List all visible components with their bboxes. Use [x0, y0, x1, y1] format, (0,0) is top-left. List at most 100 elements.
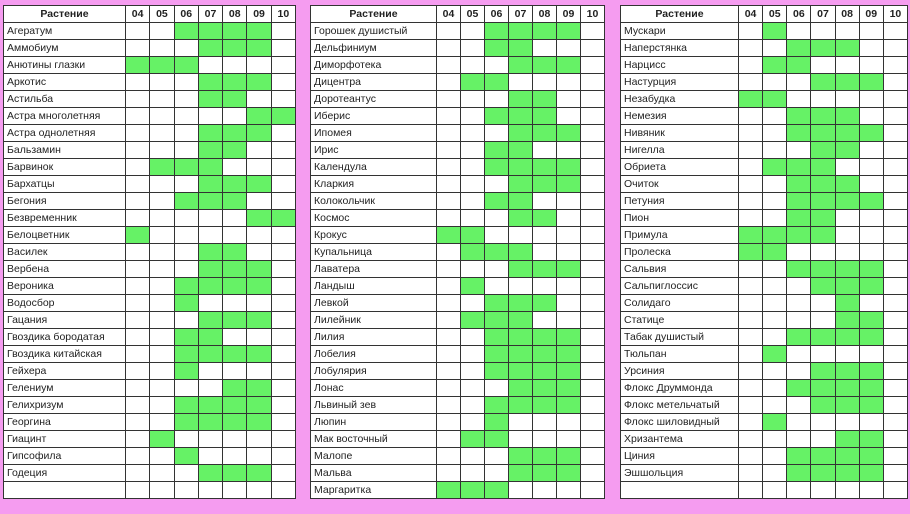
plant-name: Колокольчик	[310, 192, 437, 210]
table-row: Тюльпан	[620, 345, 909, 363]
bloom-cell-empty	[580, 107, 605, 125]
table-row: Астра однолетняя	[3, 124, 297, 142]
plant-name: Диморфотека	[310, 56, 437, 74]
bloom-cell-filled	[197, 73, 224, 91]
bloom-cell-empty	[460, 90, 485, 108]
bloom-cell-empty	[173, 39, 199, 57]
bloom-cell-filled	[834, 107, 860, 125]
plant-name: Астра многолетняя	[3, 107, 126, 125]
bloom-cell-empty	[149, 124, 175, 142]
table-row: Флокс метельчатый	[620, 396, 909, 414]
bloom-cell-filled	[810, 379, 836, 397]
bloom-cell-empty	[436, 447, 461, 465]
bloom-cell-empty	[762, 277, 788, 295]
bloom-cell-empty	[762, 124, 788, 142]
bloom-cell-empty	[246, 192, 272, 210]
bloom-cell-filled	[834, 73, 860, 91]
bloom-cell-empty	[858, 39, 884, 57]
bloom-cell-empty	[436, 396, 461, 414]
plant-name: Аммобиум	[3, 39, 126, 57]
bloom-cell-empty	[270, 294, 297, 312]
bloom-cell-empty	[737, 22, 764, 40]
bloom-cell-empty	[173, 430, 199, 448]
bloom-cell-empty	[580, 447, 605, 465]
bloom-cell-empty	[508, 430, 533, 448]
bloom-cell-empty	[124, 39, 151, 57]
table-row: Мальва	[310, 464, 605, 482]
bloom-cell-filled	[810, 158, 836, 176]
bloom-cell-filled	[556, 379, 581, 397]
bloom-cell-filled	[222, 396, 248, 414]
bloom-cell-empty	[197, 226, 224, 244]
bloom-cell-empty	[149, 192, 175, 210]
bloom-cell-empty	[580, 209, 605, 227]
bloom-cell-empty	[580, 39, 605, 57]
bloom-cell-empty	[882, 379, 909, 397]
bloom-cell-filled	[858, 124, 884, 142]
bloom-cell-empty	[882, 345, 909, 363]
bloom-cell-filled	[762, 243, 788, 261]
bloom-cell-empty	[246, 362, 272, 380]
plant-name: Дицентра	[310, 73, 437, 91]
bloom-cell-empty	[149, 175, 175, 193]
table-row: Колокольчик	[310, 192, 605, 210]
bloom-cell-empty	[222, 226, 248, 244]
plant-name: Гелихризум	[3, 396, 126, 414]
bloom-cell-empty	[197, 107, 224, 125]
bloom-cell-filled	[532, 90, 557, 108]
bloom-cell-empty	[124, 192, 151, 210]
bloom-cell-filled	[484, 192, 509, 210]
bloom-cell-empty	[580, 73, 605, 91]
month-column-header: 09	[246, 5, 272, 23]
bloom-cell-filled	[197, 396, 224, 414]
bloom-cell-empty	[173, 379, 199, 397]
month-column-header: 08	[222, 5, 248, 23]
bloom-cell-empty	[580, 124, 605, 142]
bloom-cell-filled	[436, 226, 461, 244]
plant-name: Сальпиглоссис	[620, 277, 739, 295]
bloom-cell-filled	[246, 277, 272, 295]
plant-name: Купальница	[310, 243, 437, 261]
bloom-cell-empty	[556, 209, 581, 227]
bloom-cell-empty	[124, 124, 151, 142]
bloom-cell-empty	[124, 413, 151, 431]
table-row: Нарцисс	[620, 56, 909, 74]
bloom-cell-empty	[810, 311, 836, 329]
plant-name: Гвоздика бородатая	[3, 328, 126, 346]
plant-name: Вероника	[3, 277, 126, 295]
bloom-cell-filled	[532, 294, 557, 312]
table-row: Циния	[620, 447, 909, 465]
bloom-cell-filled	[460, 430, 485, 448]
bloom-cell-empty	[436, 73, 461, 91]
bloom-cell-filled	[762, 413, 788, 431]
bloom-cell-filled	[460, 277, 485, 295]
bloom-cell-empty	[124, 73, 151, 91]
bloom-cell-empty	[197, 447, 224, 465]
bloom-cell-empty	[484, 226, 509, 244]
bloom-cell-empty	[786, 73, 812, 91]
bloom-cell-filled	[484, 345, 509, 363]
bloom-cell-empty	[834, 22, 860, 40]
table-row: Агератум	[3, 22, 297, 40]
table-row: Космос	[310, 209, 605, 227]
bloom-cell-empty	[149, 396, 175, 414]
bloom-cell-filled	[762, 345, 788, 363]
bloom-cell-empty	[580, 192, 605, 210]
bloom-cell-empty	[580, 56, 605, 74]
bloom-cell-filled	[508, 22, 533, 40]
bloom-cell-empty	[124, 345, 151, 363]
bloom-cell-filled	[484, 294, 509, 312]
bloom-cell-filled	[810, 141, 836, 159]
bloom-cell-filled	[556, 447, 581, 465]
plant-name: Пролеска	[620, 243, 739, 261]
bloom-cell-filled	[246, 396, 272, 414]
bloom-cell-empty	[858, 294, 884, 312]
bloom-cell-filled	[222, 39, 248, 57]
bloom-cell-filled	[173, 396, 199, 414]
table-row: Настурция	[620, 73, 909, 91]
plant-name: Пион	[620, 209, 739, 227]
table-row: Лилия	[310, 328, 605, 346]
bloom-cell-empty	[508, 277, 533, 295]
bloom-cell-empty	[882, 328, 909, 346]
bloom-cell-filled	[762, 56, 788, 74]
